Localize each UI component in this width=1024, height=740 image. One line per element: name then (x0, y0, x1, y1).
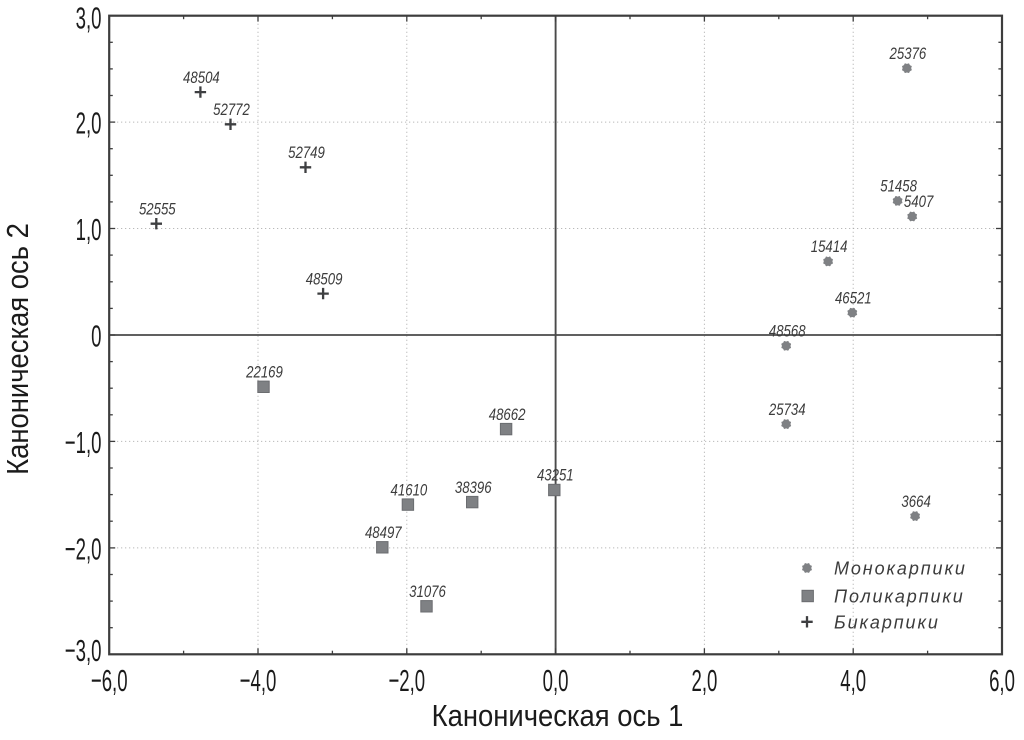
svg-text:6,0: 6,0 (989, 664, 1015, 698)
svg-text:52749: 52749 (288, 144, 325, 163)
svg-text:2,0: 2,0 (691, 664, 717, 698)
svg-text:22169: 22169 (245, 363, 283, 382)
svg-text:3664: 3664 (901, 492, 930, 511)
svg-text:−6,0: −6,0 (91, 664, 128, 698)
svg-text:1,0: 1,0 (76, 213, 102, 247)
svg-text:Монокарпики: Монокарпики (834, 559, 967, 579)
svg-text:−3,0: −3,0 (65, 634, 102, 668)
svg-text:31076: 31076 (409, 583, 446, 602)
svg-text:−2,0: −2,0 (65, 533, 102, 567)
svg-text:48504: 48504 (183, 68, 220, 87)
svg-text:−1,0: −1,0 (65, 426, 102, 460)
svg-text:0: 0 (91, 320, 101, 354)
svg-text:43251: 43251 (537, 466, 574, 485)
svg-text:−2,0: −2,0 (388, 664, 425, 698)
svg-text:15414: 15414 (811, 238, 848, 257)
svg-text:52772: 52772 (213, 101, 250, 120)
svg-text:48497: 48497 (365, 524, 402, 543)
svg-text:41610: 41610 (391, 481, 428, 500)
svg-text:25734: 25734 (768, 400, 806, 419)
svg-text:−4,0: −4,0 (240, 664, 277, 698)
svg-text:2,0: 2,0 (76, 107, 102, 141)
svg-text:46521: 46521 (835, 289, 872, 308)
svg-text:4,0: 4,0 (840, 664, 866, 698)
svg-text:Каноническая ось 2: Каноническая ось 2 (2, 223, 36, 475)
svg-text:48509: 48509 (306, 270, 343, 289)
svg-text:Поликарпики: Поликарпики (834, 587, 965, 607)
svg-text:25376: 25376 (889, 45, 927, 64)
svg-text:5407: 5407 (904, 193, 934, 212)
svg-text:3,0: 3,0 (76, 2, 102, 36)
svg-text:48662: 48662 (489, 405, 526, 424)
svg-text:48568: 48568 (769, 322, 806, 341)
svg-text:51458: 51458 (880, 177, 917, 196)
svg-text:38396: 38396 (455, 478, 492, 497)
svg-text:Каноническая ось 1: Каноническая ось 1 (432, 700, 684, 734)
svg-text:0,0: 0,0 (543, 664, 569, 698)
svg-text:52555: 52555 (139, 200, 176, 219)
svg-text:Бикарпики: Бикарпики (834, 612, 940, 632)
